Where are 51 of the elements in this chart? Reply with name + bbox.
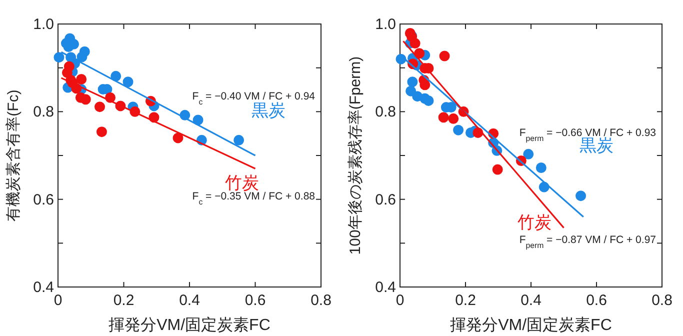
- x-tick-label: 0.4: [520, 292, 542, 309]
- x-tick-label: 0.2: [455, 292, 476, 309]
- point: [439, 50, 450, 62]
- x-tick-label: 0.6: [244, 292, 266, 309]
- y-tick-label: 0.8: [375, 104, 396, 121]
- point: [406, 86, 416, 96]
- x-tick-label: 0.8: [310, 292, 332, 309]
- y-tick-label: 1.0: [33, 16, 54, 33]
- annotation: F$_{c}$ = −0.35 VM / FC + 0.88: [192, 190, 316, 206]
- point: [80, 94, 91, 105]
- series-label: 竹炭: [517, 212, 552, 232]
- point: [536, 162, 546, 174]
- point: [62, 67, 72, 78]
- point: [96, 126, 107, 138]
- y-axis-title: 有機炭素含有率(Fc): [5, 90, 22, 222]
- x-tick-label: 0.4: [179, 292, 200, 309]
- x-axis-title: 揮発分VM/固定炭素FC: [108, 316, 270, 334]
- x-axis-title: 揮発分VM/固定炭素FC: [450, 316, 612, 334]
- point: [438, 112, 449, 123]
- point: [453, 124, 464, 136]
- y-tick-label: 0.4: [33, 279, 54, 296]
- y-tick-label: 0.6: [375, 191, 396, 208]
- y-axis-title: 100年後の炭素残存率(Fperm): [347, 56, 364, 255]
- y-tick-label: 0.6: [33, 191, 54, 208]
- point: [396, 54, 406, 64]
- y-tick-label: 0.4: [375, 279, 396, 296]
- point: [110, 70, 122, 82]
- point: [76, 52, 88, 62]
- point: [410, 38, 420, 49]
- x-tick-label: 0.2: [113, 292, 134, 309]
- x-tick-label: 0: [396, 292, 404, 309]
- x-tick-label: 0.6: [586, 292, 607, 309]
- point: [423, 95, 434, 106]
- point: [404, 28, 416, 38]
- annotation: F$_{perm}$ = −0.87 VM / FC + 0.97: [519, 234, 656, 250]
- point: [172, 132, 184, 144]
- point: [54, 52, 64, 63]
- point: [492, 164, 503, 175]
- point: [407, 76, 418, 88]
- y-tick-label: 0.8: [33, 104, 54, 121]
- point: [76, 74, 87, 84]
- point: [122, 76, 134, 88]
- point: [523, 148, 534, 160]
- x-tick-label: 0.8: [652, 292, 672, 309]
- point: [448, 113, 459, 124]
- point: [576, 190, 586, 202]
- y-tick-label: 1.0: [375, 16, 396, 33]
- point: [94, 102, 105, 112]
- series-label: 竹炭: [225, 173, 260, 192]
- x-tick-label: 0: [54, 292, 62, 309]
- point: [234, 134, 244, 146]
